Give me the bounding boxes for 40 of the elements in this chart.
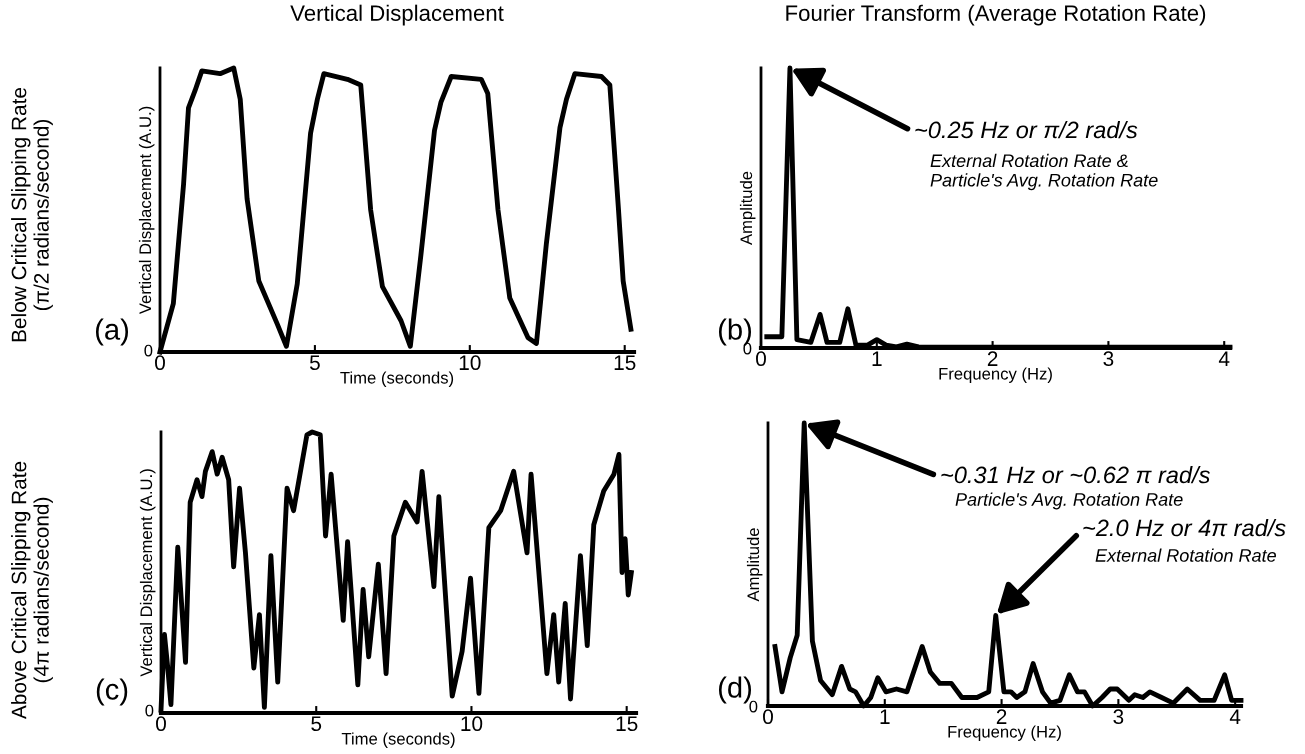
chart-title: Fourier Transform (Average Rotation Rate) <box>786 4 1206 26</box>
x-axis-title: Frequency (Hz) <box>948 725 1061 741</box>
annotation: ~0.25 Hz or π/2 rad/s <box>915 121 1138 139</box>
x-axis-title: Time (seconds) <box>340 371 454 387</box>
x-tick-label: 10 <box>459 355 481 371</box>
text: 0 <box>749 700 758 713</box>
text: Above Critical Slipping Rate (4π radians/second) <box>11 461 53 720</box>
annotation: Particle's Avg. Rotation Rate <box>955 492 1183 510</box>
x-tick-label: 5 <box>309 355 320 371</box>
x-tick-label: 0 <box>756 351 766 367</box>
x-tick-label: 3 <box>1103 351 1114 367</box>
x-tick-label: 0 <box>763 709 773 725</box>
x-tick-label: 4 <box>1229 709 1241 724</box>
annotation: ~0.31 Hz or ~0.62 π rad/s <box>941 465 1210 484</box>
text: (d) <box>718 676 752 704</box>
chart-title: Vertical Displacement <box>290 4 504 26</box>
x-tick-label: 5 <box>311 716 322 732</box>
annotation: ~2.0 Hz or 4π rad/s <box>1083 518 1286 537</box>
x-tick-label: 2 <box>987 351 998 366</box>
y-axis-title: Amplitude <box>739 171 756 246</box>
text: Below Critical Slipping Rate (π/2 radians/second) <box>11 87 53 342</box>
annotation: External Rotation Rate & Particle's Avg. Rotation Rate <box>930 153 1158 191</box>
y-axis-title: Amplitude <box>746 528 763 602</box>
annotation: External Rotation Rate <box>1095 548 1276 562</box>
x-axis-title: Time (seconds) <box>341 732 455 748</box>
x-tick-label: 15 <box>614 355 636 371</box>
x-tick-label: 2 <box>996 709 1007 724</box>
x-tick-label: 10 <box>461 716 483 732</box>
x-tick-label: 0 <box>156 716 166 732</box>
x-tick-label: 1 <box>880 709 890 724</box>
x-tick-label: 1 <box>872 351 882 366</box>
x-tick-label: 4 <box>1218 351 1230 366</box>
x-tick-label: 0 <box>155 355 165 371</box>
y-axis-title: Vertical Displacement (A.U.) <box>139 469 156 677</box>
y-axis-title: Vertical Displacement (A.U.) <box>138 106 155 315</box>
text: (a) <box>95 318 129 346</box>
x-tick-label: 15 <box>616 716 638 732</box>
text: (c) <box>96 678 128 706</box>
x-tick-label: 3 <box>1113 709 1124 725</box>
x-axis-title: Frequency (Hz) <box>939 367 1052 383</box>
